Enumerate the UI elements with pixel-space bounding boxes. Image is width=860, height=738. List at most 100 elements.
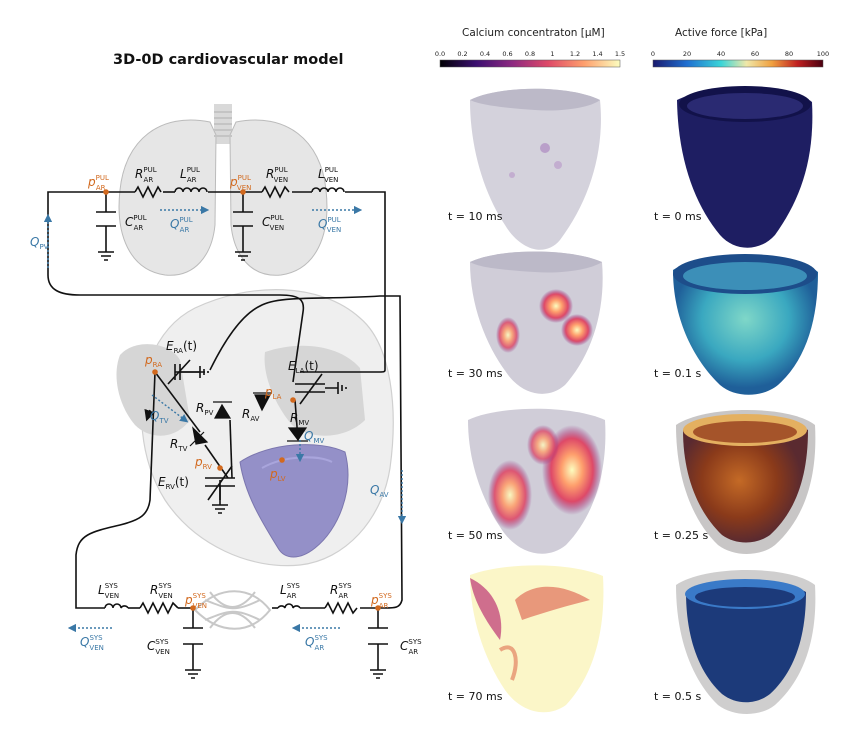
force-time-label: t = 0.1 s (654, 367, 702, 380)
diode-r-pv (213, 401, 232, 419)
calcium-colorbar-title: Calcium concentraton [μM] (462, 27, 605, 39)
capacitor-c-ven-pul (233, 211, 253, 227)
label-systemic-p-ar: pSYS AR (370, 592, 392, 610)
colorbar-tick-label: 40 (717, 50, 725, 58)
label-heart-p-lv: pLV (269, 467, 286, 483)
label-systemic-r-ar: RSYS AR (330, 582, 352, 600)
label-pulmonary-c-ar: CPUL AR (125, 214, 147, 232)
label-systemic-l-ar: LSYS AR (280, 582, 300, 600)
variable-capacitor-e-rv (205, 465, 235, 514)
label-heart-r-mv: RMV (290, 411, 309, 427)
force-frame-4 (676, 570, 816, 714)
force-frame-3 (676, 410, 816, 554)
label-systemic-c-ven: CSYS VEN (147, 638, 170, 656)
calcium-frame-2 (470, 251, 603, 394)
label-pulmonary-p-ar: pPUL AR (87, 174, 109, 192)
calcium-frame-3 (468, 408, 606, 554)
circuit-components (96, 185, 388, 679)
calcium-time-label: t = 10 ms (448, 210, 503, 223)
label-heart-e-rv: ERV(t) (158, 475, 189, 491)
label-systemic-l-ven: LSYS VEN (98, 582, 119, 600)
force-frame-2 (673, 254, 818, 395)
capacitor-c-ven-sys (183, 627, 203, 645)
node-p-la (290, 397, 296, 403)
label-heart-r-pv: RPV (196, 401, 214, 417)
label-heart-p-la: pLA (264, 385, 282, 401)
label-heart-q-av: QAV (370, 483, 389, 499)
colorbar-tick-label: 1.2 (570, 50, 580, 58)
label-pulmonary-r-ar: RPUL AR (135, 166, 157, 184)
pressure-nodes (103, 189, 381, 611)
colorbar-tick-label: 1.5 (615, 50, 625, 58)
colorbar-tick-label: 80 (785, 50, 793, 58)
label-heart-p-ra: pRA (144, 353, 162, 369)
node-p-ven-sys (190, 605, 196, 611)
colorbar-tick-label: 1 (550, 50, 554, 58)
calcium-colorbar-ticks: 0.0 0.2 0.4 0.6 0.8 1 1.2 1.4 1.5 (435, 50, 625, 58)
colorbar-tick-label: 0.6 (502, 50, 512, 58)
colorbar-tick-label: 1.4 (592, 50, 602, 58)
diagram-title: 3D-0D cardiovascular model (113, 52, 343, 68)
heart-illustration (116, 289, 394, 567)
force-time-label: t = 0 ms (654, 210, 702, 223)
node-p-ar-sys (375, 605, 381, 611)
label-pulmonary-p-ven: pPUL VEN (229, 174, 251, 192)
label-systemic-c-ar: CSYS AR (400, 638, 422, 656)
calcium-colorbar (439, 59, 621, 68)
force-colorbar-ticks: 0 20 40 60 80 100 (651, 50, 829, 58)
inductor-l-ar-sys (277, 603, 301, 612)
inductor-l-ar-pul (174, 187, 208, 193)
ground-symbol (98, 251, 114, 261)
node-p-ra (152, 369, 158, 375)
node-p-ven-pul (240, 189, 246, 195)
label-heart-r-tv: RTV (170, 437, 188, 453)
colorbar-tick-label: 60 (751, 50, 759, 58)
label-heart-q-tv: QTV (150, 409, 169, 425)
diode-r-tv (189, 426, 209, 447)
ground-symbol (370, 669, 386, 679)
node-p-lv (279, 457, 285, 463)
colorbar-tick-label: 0 (651, 50, 655, 58)
resistor-r-ar-pul (134, 185, 162, 199)
vessel-network-illustration (193, 590, 272, 630)
diode-r-av (253, 392, 272, 412)
variable-capacitor-e-ra (167, 359, 209, 385)
resistor-r-ven-pul (261, 185, 290, 199)
label-systemic-r-ven: RSYS VEN (150, 582, 173, 600)
colorbar-tick-label: 0.8 (525, 50, 535, 58)
label-systemic-q-ven: QSYS VEN (80, 634, 104, 652)
label-heart-p-rv: pRV (194, 455, 212, 471)
force-time-label: t = 0.25 s (654, 529, 709, 542)
ground-symbol (235, 251, 251, 261)
colorbar-tick-label: 100 (817, 50, 829, 58)
colorbar-tick-label: 20 (683, 50, 691, 58)
label-pulmonary-l-ar: LPUL AR (180, 166, 200, 184)
left-ventricle-mesh (239, 444, 349, 558)
label-heart-q-pv: QPV (30, 235, 49, 251)
label-heart-r-av: RAV (242, 407, 260, 423)
label-pulmonary-r-ven: RPUL VEN (266, 166, 288, 184)
label-heart-e-ra: ERA(t) (166, 339, 197, 355)
label-pulmonary-c-ven: CPUL VEN (262, 214, 284, 232)
label-systemic-p-ven: pSYS VEN (184, 592, 207, 610)
label-systemic-q-ar: QSYS AR (305, 634, 328, 652)
capacitor-c-ar-pul (96, 211, 116, 227)
ground-symbol (185, 669, 201, 679)
calcium-time-label: t = 70 ms (448, 690, 503, 703)
label-heart-q-mv: QMV (304, 429, 324, 445)
calcium-frame-1 (470, 88, 601, 250)
force-time-label: t = 0.5 s (654, 690, 702, 703)
label-pulmonary-l-ven: LPUL VEN (318, 166, 338, 184)
colorbar-tick-label: 0.2 (457, 50, 467, 58)
force-colorbar (652, 59, 824, 68)
flow-arrows (43, 205, 407, 633)
capacitor-c-ar-sys (368, 627, 388, 645)
node-p-ar-pul (103, 189, 109, 195)
resistor-r-ar-sys (324, 601, 358, 615)
label-heart-e-la: ELA(t) (288, 359, 319, 375)
calcium-time-label: t = 50 ms (448, 529, 503, 542)
lungs-illustration (118, 104, 328, 276)
label-pulmonary-q-ven: QPUL VEN (318, 216, 341, 234)
resistor-r-ven-sys (139, 601, 179, 615)
